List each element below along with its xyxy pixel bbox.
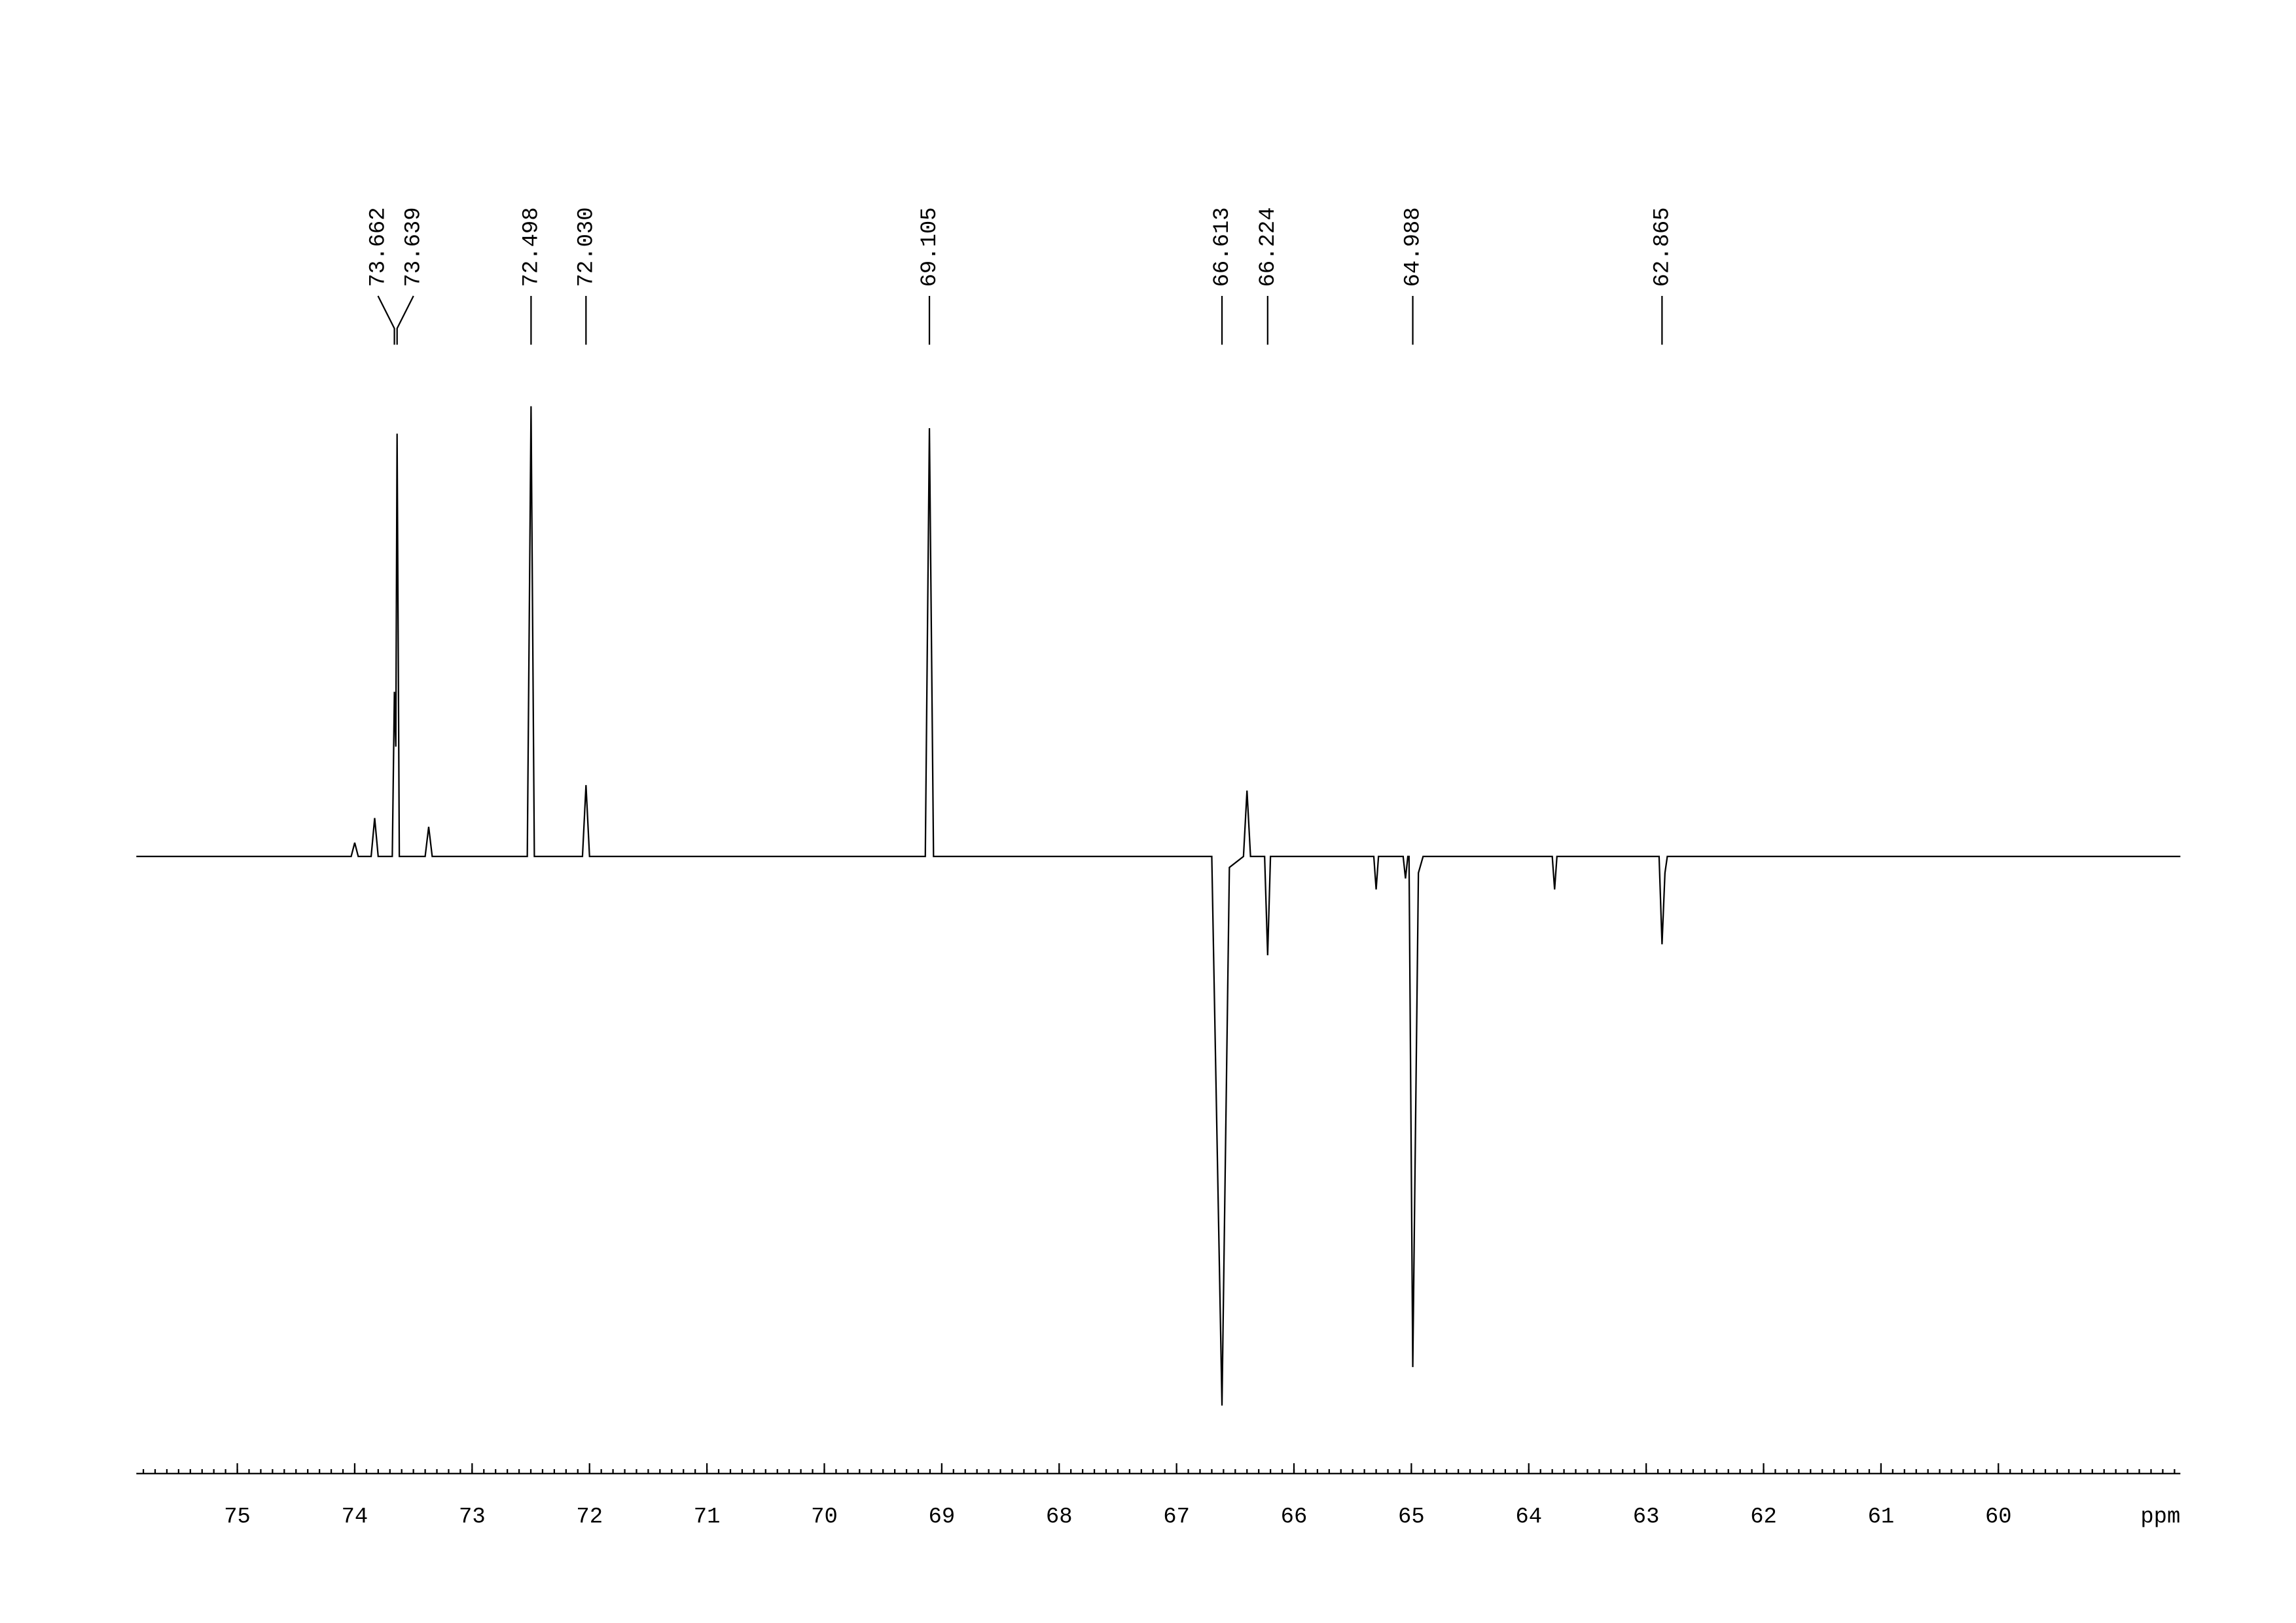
x-tick-label: 67 [1163, 1504, 1190, 1529]
x-tick-label: 73 [459, 1504, 486, 1529]
x-tick-label: 62 [1750, 1504, 1777, 1529]
x-tick-label: 74 [342, 1504, 368, 1529]
x-tick-label: 63 [1633, 1504, 1660, 1529]
x-tick-label: 75 [224, 1504, 251, 1529]
peak-label: 73.662 [366, 207, 391, 287]
x-tick-label: 61 [1868, 1504, 1895, 1529]
x-tick-label: 60 [1985, 1504, 2012, 1529]
x-tick-label: 70 [811, 1504, 838, 1529]
x-axis-label: ppm [2140, 1504, 2180, 1529]
peak-label: 66.224 [1256, 207, 1281, 287]
peak-label: 72.498 [519, 207, 544, 287]
peak-connector [396, 295, 414, 345]
x-tick-label: 65 [1398, 1504, 1425, 1529]
x-tick-label: 71 [694, 1504, 721, 1529]
peak-connector [377, 295, 395, 345]
peak-label: 69.105 [918, 207, 942, 287]
x-tick-label: 69 [929, 1504, 956, 1529]
peak-label: 66.613 [1210, 207, 1235, 287]
x-tick-label: 64 [1515, 1504, 1542, 1529]
x-tick-label: 68 [1046, 1504, 1073, 1529]
x-tick-label: 72 [576, 1504, 603, 1529]
spectrum-line [136, 406, 2181, 1406]
peak-label: 72.030 [574, 207, 599, 287]
peak-label: 64.988 [1401, 207, 1426, 287]
peak-label: 73.639 [402, 207, 427, 287]
peak-label: 62.865 [1650, 207, 1675, 287]
x-tick-label: 66 [1281, 1504, 1308, 1529]
